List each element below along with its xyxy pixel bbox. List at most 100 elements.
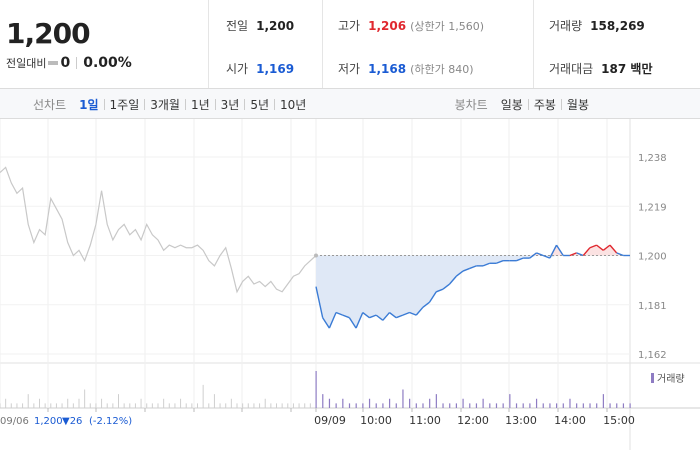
volume-bar-today [348, 403, 351, 408]
amount-value: 187 백만 [601, 62, 653, 76]
today-line-segment [482, 262, 490, 267]
today-line-segment [576, 252, 584, 257]
low-label: 저가 [338, 62, 361, 76]
volume-bar-prev [304, 403, 306, 408]
period-tab-5[interactable]: 5년 [250, 98, 270, 112]
today-line-segment [409, 311, 417, 316]
quote-header: 1,200 전일대비 0 0.00% 전일 1,200 고가 1,206 (상한가 1… [0, 0, 700, 88]
volume-bar-prev [264, 398, 266, 408]
volume-bar-prev [72, 403, 74, 408]
volume-bar-today [429, 398, 431, 408]
volume-bar-prev [163, 398, 165, 408]
volume-bar-prev [197, 403, 198, 408]
line-chart-periods: 선차트 1일 1주일 3개월 1년 3년 5년 10년 [33, 89, 311, 120]
volume-value: 158,269 [590, 19, 645, 33]
volume-bar-today [582, 403, 584, 408]
divider [533, 0, 534, 88]
period-tab-4[interactable]: 3년 [220, 98, 240, 112]
high-label: 고가 [338, 19, 361, 33]
period-tab-1[interactable]: 1주일 [109, 98, 140, 112]
volume-bar-today [602, 394, 604, 408]
volume-bar-today [402, 389, 404, 408]
volume-bar-today [622, 403, 625, 408]
volume-bar-today [328, 398, 331, 408]
volume-bar-today [395, 403, 397, 408]
day-high: 고가 1,206 (상한가 1,560) [338, 17, 484, 34]
period-tab-2[interactable]: 3개월 [150, 98, 180, 112]
low-value: 1,168 [368, 62, 407, 76]
candle-tab-0[interactable]: 일봉 [500, 98, 523, 112]
today-line-segment [455, 270, 464, 277]
volume-bar-today [382, 403, 384, 408]
today-line-segment [462, 267, 470, 272]
x-tick-label: 10:00 [360, 414, 392, 427]
volume-bar-prev [78, 398, 80, 408]
volume-bar-prev [16, 403, 18, 408]
today-line-segment [536, 252, 544, 257]
volume-bar-prev [225, 403, 227, 408]
volume-bar-prev [84, 389, 86, 408]
candle-tab-2[interactable]: 월봉 [566, 98, 589, 112]
price-chart[interactable]: 1,238 1,219 1,200 1,181 1,162 09/09 10:00 11:00… [0, 119, 700, 450]
today-line-segment [422, 301, 431, 308]
y-tick-label: 1,181 [638, 301, 667, 312]
today-line-segment [582, 247, 591, 256]
volume-bar-prev [27, 394, 29, 408]
volume-bar-today [435, 394, 437, 408]
divider [76, 57, 78, 69]
period-tab-0[interactable]: 1일 [79, 98, 99, 112]
volume-bar-prev [298, 403, 300, 408]
volume-bar-today [335, 403, 337, 408]
y-tick-label: 1,238 [638, 153, 667, 164]
volume-bar-today [589, 403, 591, 408]
today-line-segment [616, 252, 624, 257]
volume-bar-today [362, 403, 364, 408]
volume-bar-today [562, 403, 564, 408]
volume-bar-prev [67, 398, 69, 408]
period-tab-3[interactable]: 1년 [190, 98, 210, 112]
change-row: 전일대비 0 0.00% [6, 55, 132, 71]
volume-bar-prev [106, 403, 108, 408]
candle-tab-1[interactable]: 주봉 [533, 98, 556, 112]
volume-bar-today [422, 403, 424, 408]
amount-label: 거래대금 [549, 62, 594, 76]
volume-bar-prev [202, 384, 204, 408]
upper-limit: (상한가 1,560) [410, 20, 484, 33]
volume-bar-prev [50, 403, 52, 408]
divider [103, 99, 105, 110]
volume-bar-today [596, 403, 598, 408]
today-line-segment [375, 314, 384, 321]
prev-close-label: 전일 [226, 19, 249, 33]
today-line-segment [415, 306, 424, 316]
volume: 거래량 158,269 [549, 17, 645, 34]
today-line-segment [442, 283, 451, 290]
volume-bar-today [576, 403, 578, 408]
today-line-segment [369, 314, 377, 319]
volume-legend-label: 거래량 [657, 373, 685, 385]
volume-bar-prev [89, 403, 91, 408]
today-line-segment [355, 312, 364, 329]
volume-bar-prev [22, 403, 24, 408]
prev-day-pct: (-2.12%) [89, 416, 132, 427]
today-line-segment [428, 291, 437, 303]
volume-bar-prev [140, 398, 142, 408]
prev-close: 전일 1,200 [226, 17, 294, 34]
today-line-segment [382, 312, 391, 321]
above-baseline-fill [316, 245, 630, 256]
x-tick-label: 09/09 [314, 414, 346, 427]
volume-bar-prev [61, 403, 63, 408]
volume-bar-today [415, 403, 417, 408]
prev-day-line [0, 166, 317, 294]
change-label: 전일대비 [6, 57, 47, 70]
today-line-segment [469, 265, 477, 270]
volume-bar-today [616, 403, 618, 408]
divider [244, 99, 246, 110]
chart-svg[interactable]: 1,238 1,219 1,200 1,181 1,162 09/09 10:00 11:00… [0, 119, 700, 450]
volume-bar-today [509, 394, 511, 408]
volume-bar-prev [191, 403, 193, 408]
volume-bar-prev [219, 403, 221, 408]
volume-bar-prev [174, 403, 176, 408]
period-tab-6[interactable]: 10년 [280, 98, 307, 112]
volume-bar-prev [185, 403, 187, 408]
volume-label: 거래량 [549, 19, 583, 33]
